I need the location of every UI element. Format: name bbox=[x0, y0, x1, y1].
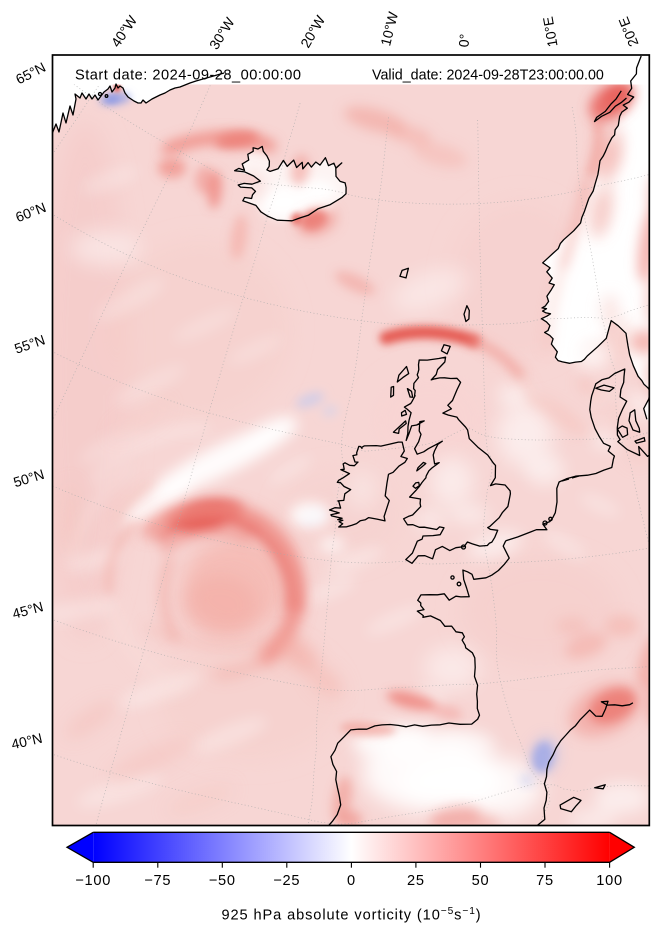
svg-text:−100: −100 bbox=[75, 873, 111, 889]
svg-text:0°: 0° bbox=[455, 33, 472, 48]
svg-text:45°N: 45°N bbox=[11, 598, 45, 622]
svg-text:40°N: 40°N bbox=[10, 730, 44, 753]
svg-text:0: 0 bbox=[347, 873, 356, 889]
svg-text:−50: −50 bbox=[209, 873, 236, 889]
svg-text:25: 25 bbox=[407, 873, 425, 889]
svg-text:100: 100 bbox=[596, 873, 623, 889]
svg-text:75: 75 bbox=[536, 873, 554, 889]
svg-text:50: 50 bbox=[472, 873, 490, 889]
svg-text:−25: −25 bbox=[273, 873, 300, 889]
svg-text:925 hPa absolute vorticity (10: 925 hPa absolute vorticity (10−5s−1) bbox=[221, 906, 481, 924]
svg-text:Start date: 2024-09-28_00:00:0: Start date: 2024-09-28_00:00:00 bbox=[75, 68, 301, 84]
svg-text:Valid_date: 2024-09-28T23:00:0: Valid_date: 2024-09-28T23:00:00.00 bbox=[372, 68, 604, 84]
svg-text:−75: −75 bbox=[144, 873, 171, 889]
svg-text:10°E: 10°E bbox=[540, 15, 561, 48]
